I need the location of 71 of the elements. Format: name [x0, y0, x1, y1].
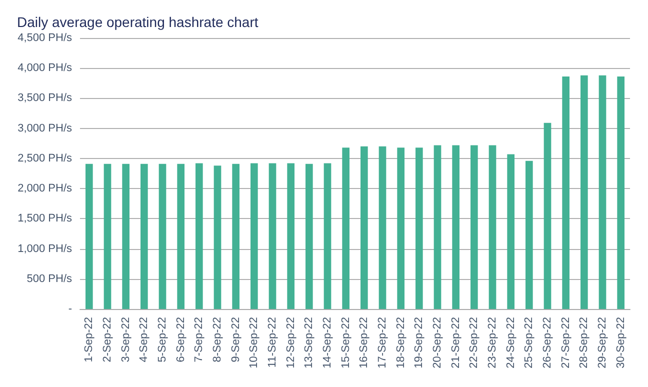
bar	[397, 148, 404, 309]
x-tick-label: 8-Sep-22	[212, 317, 224, 362]
x-tick-label: 24-Sep-22	[504, 317, 517, 368]
bar	[214, 166, 222, 309]
x-tick-label: 13-Sep-22	[303, 317, 316, 368]
x-tick-label: 2-Sep-22	[102, 317, 114, 362]
x-tick-label: 17-Sep-22	[376, 317, 388, 368]
y-tick-label: 1,000 PH/s	[18, 242, 72, 255]
y-tick-label: 3,000 PH/s	[18, 122, 72, 134]
x-tick-label: 30-Sep-22	[614, 317, 627, 368]
bar	[470, 145, 478, 309]
bar	[250, 163, 258, 309]
x-tick-label: 14-Sep-22	[322, 317, 334, 368]
y-tick-label: -	[68, 303, 72, 315]
bar	[177, 164, 184, 309]
bar	[268, 163, 276, 309]
bar	[526, 160, 533, 309]
x-tick-label: 18-Sep-22	[394, 317, 407, 368]
x-tick-label: 29-Sep-22	[596, 317, 608, 368]
x-tick-label: 27-Sep-22	[560, 317, 572, 368]
x-tick-label: 5-Sep-22	[156, 317, 168, 362]
x-tick-label: 22-Sep-22	[468, 317, 480, 368]
bar	[617, 76, 624, 309]
y-tick-label: 4,000 PH/s	[18, 62, 72, 74]
x-tick-label: 20-Sep-22	[432, 317, 444, 368]
x-tick-label: 4-Sep-22	[138, 317, 150, 362]
x-tick-label: 11-Sep-22	[266, 317, 278, 368]
bar	[507, 154, 514, 309]
bar	[122, 164, 130, 309]
bar	[452, 145, 460, 309]
x-tick-label: 16-Sep-22	[358, 317, 370, 368]
bar	[86, 164, 93, 309]
bar	[434, 145, 442, 309]
x-tick-label: 3-Sep-22	[120, 317, 132, 362]
bar	[324, 163, 332, 309]
bar	[306, 164, 313, 309]
x-tick-label: 23-Sep-22	[486, 317, 498, 368]
chart-title: Daily average operating hashrate chart	[17, 14, 258, 30]
bar	[544, 122, 552, 309]
bar	[287, 163, 294, 309]
x-tick-label: 12-Sep-22	[284, 317, 297, 368]
y-tick-label: 1,500 PH/s	[18, 212, 72, 225]
x-tick-label: 25-Sep-22	[523, 317, 536, 368]
x-tick-label: 7-Sep-22	[193, 317, 206, 362]
x-tick-label: 28-Sep-22	[578, 317, 590, 368]
x-tick-label: 19-Sep-22	[413, 317, 426, 368]
x-tick-label: 1-Sep-22	[83, 317, 96, 362]
x-tick-label: 21-Sep-22	[450, 317, 462, 368]
bar	[562, 76, 570, 309]
x-tick-label: 26-Sep-22	[542, 317, 554, 368]
bar	[378, 146, 386, 309]
bar	[342, 148, 350, 309]
x-tick-label: 9-Sep-22	[230, 317, 242, 362]
bar	[158, 164, 166, 309]
bar	[104, 164, 112, 309]
bar	[580, 75, 588, 309]
y-tick-label: 2,500 PH/s	[18, 152, 72, 164]
x-tick-label: 10-Sep-22	[248, 317, 260, 368]
x-tick-label: 15-Sep-22	[340, 317, 352, 368]
bar	[140, 164, 148, 309]
y-tick-label: 3,500 PH/s	[18, 92, 72, 104]
bar	[232, 164, 240, 309]
bar	[416, 148, 423, 309]
y-tick-label: 500 PH/s	[26, 272, 72, 285]
y-tick-label: 2,000 PH/s	[18, 182, 72, 195]
bar	[488, 145, 496, 309]
bar	[360, 146, 368, 309]
x-tick-label: 6-Sep-22	[174, 317, 187, 362]
bar	[196, 163, 203, 309]
y-tick-label: 4,500 PH/s	[18, 32, 72, 44]
bar	[598, 75, 606, 309]
